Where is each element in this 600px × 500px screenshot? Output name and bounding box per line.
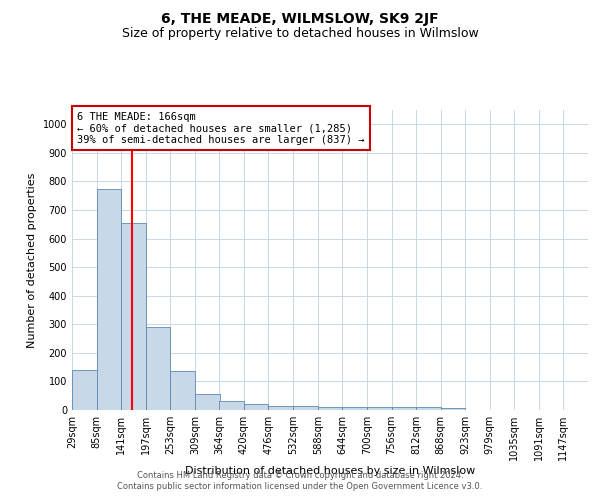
Text: Contains public sector information licensed under the Open Government Licence v3: Contains public sector information licen… — [118, 482, 482, 491]
Y-axis label: Number of detached properties: Number of detached properties — [27, 172, 37, 348]
Bar — [244, 404, 268, 410]
Bar — [343, 407, 367, 410]
Bar — [170, 372, 195, 410]
Bar — [268, 406, 293, 410]
Bar — [441, 408, 466, 410]
Text: 6 THE MEADE: 166sqm
← 60% of detached houses are smaller (1,285)
39% of semi-det: 6 THE MEADE: 166sqm ← 60% of detached ho… — [77, 112, 365, 144]
Bar — [317, 407, 343, 410]
Bar — [121, 223, 146, 410]
Bar — [97, 188, 121, 410]
Bar — [416, 407, 441, 410]
Bar — [72, 370, 97, 410]
X-axis label: Distribution of detached houses by size in Wilmslow: Distribution of detached houses by size … — [185, 466, 475, 476]
Bar — [219, 402, 244, 410]
Text: 6, THE MEADE, WILMSLOW, SK9 2JF: 6, THE MEADE, WILMSLOW, SK9 2JF — [161, 12, 439, 26]
Text: Contains HM Land Registry data © Crown copyright and database right 2024.: Contains HM Land Registry data © Crown c… — [137, 471, 463, 480]
Bar — [293, 406, 317, 410]
Bar — [195, 394, 220, 410]
Bar — [146, 327, 170, 410]
Bar — [392, 407, 416, 410]
Text: Size of property relative to detached houses in Wilmslow: Size of property relative to detached ho… — [122, 28, 478, 40]
Bar — [367, 407, 392, 410]
